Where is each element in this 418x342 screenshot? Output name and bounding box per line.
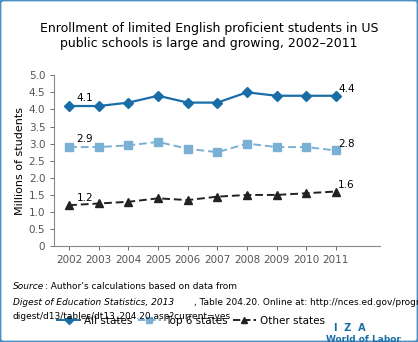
Y-axis label: Millions of students: Millions of students xyxy=(15,107,25,215)
Legend: All states, Top 6 states, Other states: All states, Top 6 states, Other states xyxy=(53,312,329,330)
Text: Enrollment of limited English proficient students in US
public schools is large : Enrollment of limited English proficient… xyxy=(40,22,378,50)
Text: Source: Source xyxy=(13,282,44,291)
Text: 2.9: 2.9 xyxy=(76,134,93,144)
Text: : Author’s calculations based on data from: : Author’s calculations based on data fr… xyxy=(45,282,240,291)
Text: digest/d13/tables/dt13_204.20.asp?current=yes: digest/d13/tables/dt13_204.20.asp?curren… xyxy=(13,312,231,321)
Text: Digest of Education Statistics, 2013: Digest of Education Statistics, 2013 xyxy=(13,298,173,306)
Text: 2.8: 2.8 xyxy=(338,139,355,149)
Text: World of Labor: World of Labor xyxy=(326,335,401,342)
Text: I  Z  A: I Z A xyxy=(334,323,366,333)
Text: 4.4: 4.4 xyxy=(338,84,355,94)
Text: 1.6: 1.6 xyxy=(338,180,355,190)
Text: 4.1: 4.1 xyxy=(76,93,93,103)
Text: , Table 204.20. Online at: http://nces.ed.gov/programs/: , Table 204.20. Online at: http://nces.e… xyxy=(194,298,418,306)
Text: 1.2: 1.2 xyxy=(76,193,93,203)
